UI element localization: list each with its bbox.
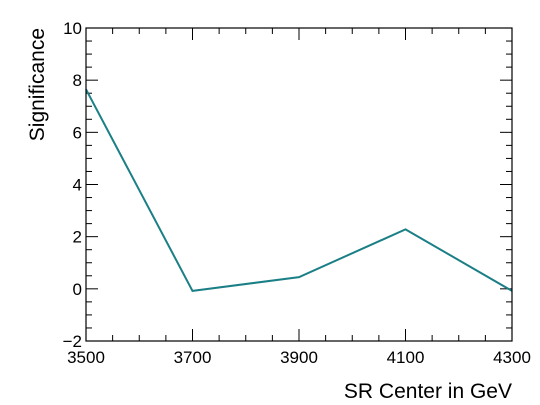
x-tick-label: 4100 xyxy=(387,348,425,367)
y-tick-label: 8 xyxy=(73,71,82,90)
x-tick-label: 3700 xyxy=(174,348,212,367)
y-tick-label: 2 xyxy=(73,228,82,247)
x-axis-label: SR Center in GeV xyxy=(344,380,512,403)
major-ticks xyxy=(85,27,513,342)
x-tick-label: 3500 xyxy=(67,348,105,367)
minor-ticks xyxy=(86,28,512,341)
plot-frame xyxy=(85,27,513,342)
series-layer xyxy=(85,88,513,293)
y-tick-label: 6 xyxy=(73,123,82,142)
y-tick-label: −2 xyxy=(63,332,82,351)
series-line xyxy=(85,88,513,293)
x-tick-label: 3900 xyxy=(280,348,318,367)
y-tick-label: 0 xyxy=(73,280,82,299)
tick-labels: 3500 3700 3900 4100 4300 −2 0 2 4 6 8 10 xyxy=(63,19,531,367)
x-tick-label: 4300 xyxy=(493,348,531,367)
y-tick-label: 10 xyxy=(63,19,82,38)
y-axis-label: Significance xyxy=(26,28,49,141)
y-tick-label: 4 xyxy=(73,176,82,195)
